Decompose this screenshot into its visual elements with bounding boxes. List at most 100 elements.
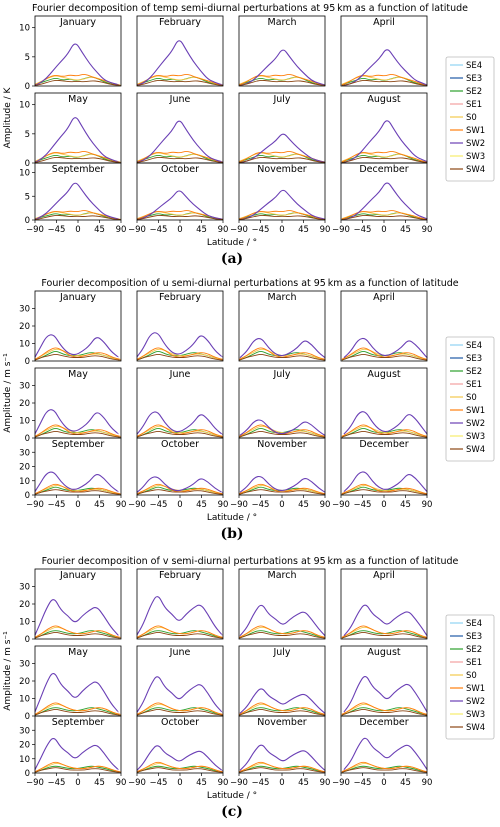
series-line-sw4	[136, 767, 224, 773]
y-tick-label: 0	[25, 216, 30, 226]
x-tick-label: 90	[422, 778, 433, 788]
y-tick-label: 10	[19, 169, 30, 179]
y-tick-label: 10	[19, 477, 30, 487]
legend-label-sw3: SW3	[466, 710, 485, 720]
panel-title: Fourier decomposition of v semi-diurnal …	[42, 556, 459, 567]
y-tick-label: 10	[19, 101, 30, 111]
y-tick-label: 20	[19, 399, 30, 409]
legend-label-sw2: SW2	[466, 139, 485, 149]
x-axis-label: Latitude / °	[207, 791, 257, 801]
series-line-sw4	[136, 79, 223, 86]
series-line-sw2	[136, 40, 223, 86]
subplot-march: March	[238, 568, 326, 640]
series-line-sw2	[136, 411, 223, 435]
month-label: July	[272, 369, 290, 380]
series-line-sw1	[136, 625, 223, 638]
legend-label-se3: SE3	[466, 354, 482, 364]
y-tick-label: 0	[25, 82, 30, 92]
month-label: July	[272, 647, 290, 658]
month-label: July	[272, 94, 290, 105]
series-line-sw4	[136, 632, 223, 639]
y-tick-label: 10	[19, 618, 30, 628]
x-axis-label: Latitude / °	[207, 513, 257, 523]
series-line-sw2	[239, 604, 326, 637]
y-tick-label: 10	[19, 340, 30, 350]
y-axis-label: Amplitude / K	[3, 87, 13, 149]
x-tick-label: 0	[381, 225, 386, 235]
y-tick-label: 30	[19, 448, 30, 458]
series-line-sw2	[343, 604, 428, 637]
month-label: September	[52, 717, 105, 728]
series-line-sw4	[341, 489, 428, 495]
series-line-sw4	[341, 632, 428, 639]
x-tick-label: 90	[422, 500, 433, 510]
series-line-sw2	[34, 409, 119, 435]
month-label: January	[59, 570, 96, 581]
legend-label-sw2: SW2	[466, 419, 485, 429]
subplot-december: December −90 −45 0 45 90	[332, 437, 433, 510]
y-axis-label: Amplitude / m s⁻¹	[3, 353, 13, 433]
subplot-october: October −90 −45 0 45 90	[128, 162, 228, 235]
subplot-april: April	[340, 568, 428, 640]
x-tick-label: −90	[332, 225, 350, 235]
series-line-sw2	[136, 120, 223, 163]
y-tick-label: 0	[25, 635, 30, 645]
subplot-october: October −90 −45 0 45 90	[128, 437, 228, 510]
legend-label-se2: SE2	[466, 367, 482, 377]
x-tick-label: −45	[48, 778, 66, 788]
x-tick-label: 0	[279, 500, 284, 510]
series-line-sw1	[341, 625, 428, 638]
month-label: December	[359, 717, 408, 728]
series-line-sw2	[34, 471, 119, 493]
month-label: January	[59, 292, 96, 303]
series-line-sw4	[136, 431, 223, 438]
series-line-sw4	[34, 489, 121, 495]
series-line-sw1	[34, 702, 121, 715]
x-tick-label: −45	[252, 225, 270, 235]
x-tick-label: −45	[150, 500, 168, 510]
series-line-sw4	[34, 709, 121, 716]
series-line-sw1	[136, 702, 223, 715]
subplot-august: August	[340, 645, 428, 717]
legend: SE4 SE3 SE2 SE1 S0 SW1 SW2 SW3 SW4	[445, 336, 495, 462]
x-tick-label: 0	[75, 225, 80, 235]
panel-caption: (a)	[221, 251, 243, 267]
x-tick-label: −45	[252, 778, 270, 788]
x-tick-label: 45	[196, 225, 207, 235]
series-line-sw4	[34, 156, 121, 163]
month-label: August	[367, 369, 401, 380]
series-line-sw1	[34, 761, 121, 773]
x-tick-label: 0	[381, 500, 386, 510]
month-label: May	[68, 369, 88, 380]
x-tick-label: −90	[128, 778, 146, 788]
subplot-march: March	[238, 15, 326, 87]
legend-label-sw4: SW4	[466, 165, 485, 175]
month-label: June	[169, 647, 191, 658]
panel-c: Fourier decomposition of v semi-diurnal …	[3, 556, 495, 820]
series-line-sw4	[239, 79, 326, 86]
month-label: October	[161, 439, 199, 450]
series-line-sw4	[341, 431, 428, 438]
y-axis-label: Amplitude / m s⁻¹	[3, 631, 13, 711]
month-label: March	[268, 292, 297, 303]
month-label: December	[359, 439, 408, 450]
legend-label-sw1: SW1	[466, 126, 485, 136]
month-label: April	[373, 570, 395, 581]
series-line-sw4	[239, 709, 326, 716]
legend-label-s0: S0	[466, 671, 477, 681]
legend-box	[445, 336, 495, 462]
x-tick-label: −45	[150, 778, 168, 788]
series-line-s0	[341, 485, 428, 495]
month-label: February	[159, 570, 201, 581]
subplot-january: January 0 10 20 30	[19, 568, 122, 645]
x-tick-label: −90	[332, 778, 350, 788]
subplot-march: March	[238, 290, 326, 362]
series-line-sw2	[34, 599, 119, 636]
x-tick-label: 45	[196, 500, 207, 510]
x-tick-label: −90	[26, 500, 44, 510]
month-label: May	[68, 647, 88, 658]
series-line-sw4	[341, 767, 428, 773]
series-line-sw4	[341, 709, 428, 716]
x-tick-label: −90	[26, 225, 44, 235]
